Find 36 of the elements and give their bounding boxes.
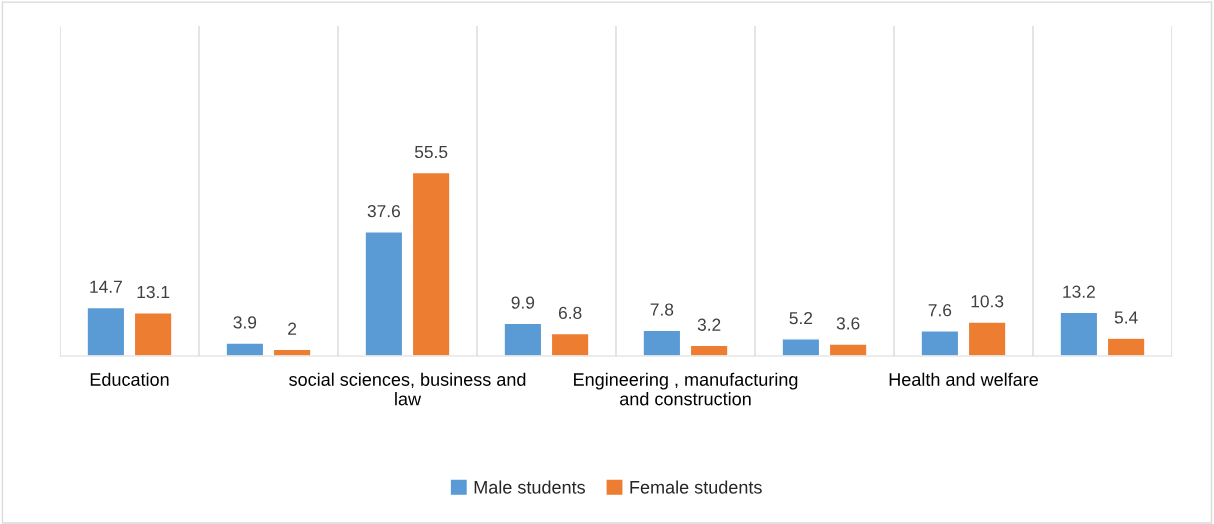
- x-tick-label: Education: [90, 372, 169, 386]
- legend-label: Male students: [474, 480, 585, 494]
- bar: [411, 171, 451, 356]
- data-label: 3.9: [233, 316, 257, 329]
- data-label: 10.3: [971, 295, 1004, 308]
- data-label: 3.2: [697, 318, 721, 331]
- data-label: 6.8: [558, 306, 582, 319]
- bar: [1059, 311, 1099, 356]
- bar: [920, 330, 960, 356]
- bar: [781, 338, 821, 356]
- bar: [225, 342, 265, 356]
- data-label: 7.8: [650, 303, 674, 316]
- data-label: 55.5: [414, 146, 448, 159]
- x-tick-label: Health and welfare: [889, 372, 1038, 386]
- data-label: 9.9: [511, 296, 535, 309]
- data-label: 13.1: [137, 285, 170, 299]
- bar: [967, 321, 1007, 356]
- data-label: 5.2: [789, 311, 813, 325]
- bar: [364, 231, 404, 356]
- bar: [642, 329, 682, 356]
- bar: [550, 332, 590, 356]
- bar: [828, 343, 868, 356]
- data-label: 3.6: [836, 317, 860, 330]
- x-tick-label: social sciences, business and law: [289, 372, 526, 406]
- bar: [86, 306, 126, 356]
- data-label: 37.6: [367, 204, 400, 218]
- data-label: 13.2: [1063, 285, 1095, 298]
- x-tick-label: Engineering , manufacturing and construction: [574, 372, 798, 406]
- data-label: 2: [288, 322, 297, 335]
- bar: [1106, 337, 1146, 356]
- bar: [133, 312, 173, 356]
- bar: [503, 322, 543, 356]
- data-label: 14.7: [90, 280, 122, 293]
- data-label: 7.6: [928, 304, 952, 317]
- legend-label: Female students: [630, 480, 762, 494]
- data-label: 5.4: [1114, 311, 1138, 324]
